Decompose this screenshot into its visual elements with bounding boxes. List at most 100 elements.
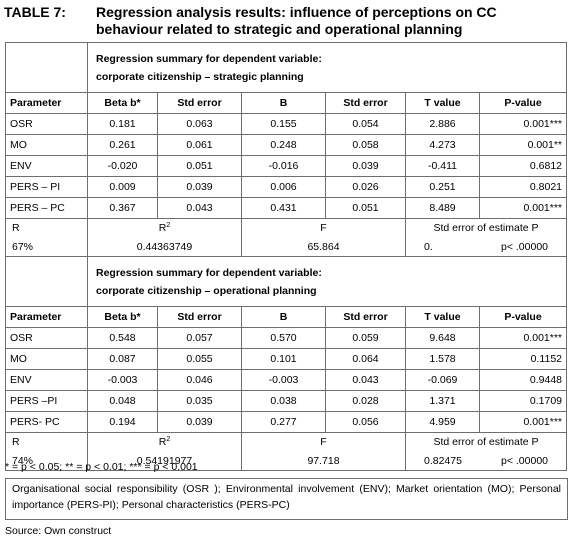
cell-t: 1.578	[405, 348, 480, 370]
stat-se: Std error of estimate P 0.82475 p< .0000…	[404, 432, 568, 471]
abbreviation-definitions: Organisational social responsibility (OS…	[5, 478, 568, 520]
table-row: OSR 0.181 0.063 0.155 0.054 2.886 0.001*…	[5, 113, 568, 135]
table-row: PERS – PI 0.009 0.039 0.006 0.026 0.251 …	[5, 176, 568, 198]
stat-label: R2	[158, 222, 171, 234]
col-header: Parameter	[5, 306, 88, 328]
stat-value: 74%	[12, 455, 34, 467]
stat-value: 97.718	[307, 455, 340, 467]
cell-b: 0.038	[241, 390, 326, 412]
cell-b: 0.006	[241, 176, 326, 198]
cell-beta: 0.048	[87, 390, 158, 412]
col-header: Std error	[325, 92, 406, 114]
cell-b: -0.016	[241, 155, 326, 177]
col-header: P-value	[478, 306, 568, 328]
cell-beta: 0.181	[87, 113, 158, 135]
stat-label: F	[320, 436, 327, 448]
cell-t: -0.069	[405, 369, 480, 391]
stat-value: 67%	[12, 241, 34, 253]
stat-value: p< .00000	[501, 241, 549, 253]
stat-value: 0.44363749	[136, 241, 193, 253]
cell-beta: 0.009	[87, 176, 158, 198]
table-row: ENV -0.020 0.051 -0.016 0.039 -0.411 0.6…	[5, 155, 568, 177]
cell-se1: 0.063	[157, 113, 242, 135]
cell-se2: 0.026	[325, 176, 406, 198]
cell-param: PERS – PC	[5, 197, 88, 219]
cell-se2: 0.039	[325, 155, 406, 177]
cell-param: PERS –PI	[5, 390, 88, 412]
cell-p: 0.1709	[478, 390, 568, 412]
col-header: Std error	[325, 306, 406, 328]
cell-se1: 0.061	[157, 134, 242, 156]
stat-value: 0.	[424, 241, 433, 253]
stat-r2: R2 0.54191977	[87, 432, 242, 471]
cell-se1: 0.039	[157, 411, 242, 433]
blank-cell	[5, 256, 88, 307]
cell-se2: 0.054	[325, 113, 406, 135]
cell-beta: 0.367	[87, 197, 158, 219]
stat-r: R 74%	[5, 432, 88, 471]
cell-se1: 0.055	[157, 348, 242, 370]
stat-f: F 65.864	[241, 218, 406, 257]
stat-value: 65.864	[307, 241, 340, 253]
stat-label: R	[12, 436, 20, 448]
cell-p: 0.001***	[478, 113, 568, 135]
cell-beta: 0.087	[87, 348, 158, 370]
stat-se: Std error of estimate P 0. p< .00000	[404, 218, 568, 257]
regression-table: Regression summary for dependent variabl…	[5, 42, 568, 471]
col-header: Beta b*	[87, 306, 158, 328]
summary-section-1: Regression summary for dependent variabl…	[86, 42, 568, 93]
cell-t: 9.648	[405, 327, 480, 349]
table-row: PERS – PC 0.367 0.043 0.431 0.051 8.489 …	[5, 197, 568, 219]
header-row: Parameter Beta b* Std error B Std error …	[5, 306, 568, 328]
cell-p: 0.6812	[478, 155, 568, 177]
cell-t: 4.959	[405, 411, 480, 433]
table-caption: TABLE 7: Regression analysis results: in…	[0, 4, 572, 38]
cell-b: 0.248	[241, 134, 326, 156]
col-header: Std error	[157, 306, 242, 328]
cell-b: 0.101	[241, 348, 326, 370]
cell-se2: 0.058	[325, 134, 406, 156]
cell-t: 4.273	[405, 134, 480, 156]
cell-param: ENV	[5, 369, 88, 391]
caption-label: TABLE 7:	[4, 4, 66, 20]
cell-se1: 0.046	[157, 369, 242, 391]
col-header: Beta b*	[87, 92, 158, 114]
table-row: OSR 0.548 0.057 0.570 0.059 9.648 0.001*…	[5, 327, 568, 349]
cell-p: 0.9448	[478, 369, 568, 391]
cell-param: MO	[5, 348, 88, 370]
significance-note: * = p < 0.05; ** = p < 0.01; *** = p < 0…	[5, 461, 198, 473]
cell-beta: 0.261	[87, 134, 158, 156]
summary-line: Regression summary for dependent variabl…	[96, 52, 322, 65]
cell-beta: 0.194	[87, 411, 158, 433]
stat-label: R	[12, 222, 20, 234]
cell-t: -0.411	[405, 155, 480, 177]
table-row: ENV -0.003 0.046 -0.003 0.043 -0.069 0.9…	[5, 369, 568, 391]
cell-p: 0.001***	[478, 327, 568, 349]
col-header: T value	[405, 92, 480, 114]
cell-b: -0.003	[241, 369, 326, 391]
cell-se2: 0.051	[325, 197, 406, 219]
table-row: MO 0.261 0.061 0.248 0.058 4.273 0.001**	[5, 134, 568, 156]
cell-param: PERS- PC	[5, 411, 88, 433]
cell-beta: 0.548	[87, 327, 158, 349]
source-note: Source: Own construct	[5, 525, 112, 537]
cell-b: 0.431	[241, 197, 326, 219]
cell-param: MO	[5, 134, 88, 156]
cell-se1: 0.051	[157, 155, 242, 177]
table-row: PERS –PI 0.048 0.035 0.038 0.028 1.371 0…	[5, 390, 568, 412]
cell-p: 0.001**	[478, 134, 568, 156]
col-header: Parameter	[5, 92, 88, 114]
col-header: B	[241, 306, 326, 328]
cell-t: 2.886	[405, 113, 480, 135]
cell-t: 1.371	[405, 390, 480, 412]
cell-param: ENV	[5, 155, 88, 177]
cell-se2: 0.028	[325, 390, 406, 412]
cell-p: 0.8021	[478, 176, 568, 198]
stat-r2: R2 0.44363749	[87, 218, 242, 257]
stat-value: p< .00000	[501, 455, 549, 467]
cell-t: 0.251	[405, 176, 480, 198]
cell-beta: -0.020	[87, 155, 158, 177]
cell-b: 0.277	[241, 411, 326, 433]
summary-line: corporate citizenship – strategic planni…	[96, 70, 304, 83]
